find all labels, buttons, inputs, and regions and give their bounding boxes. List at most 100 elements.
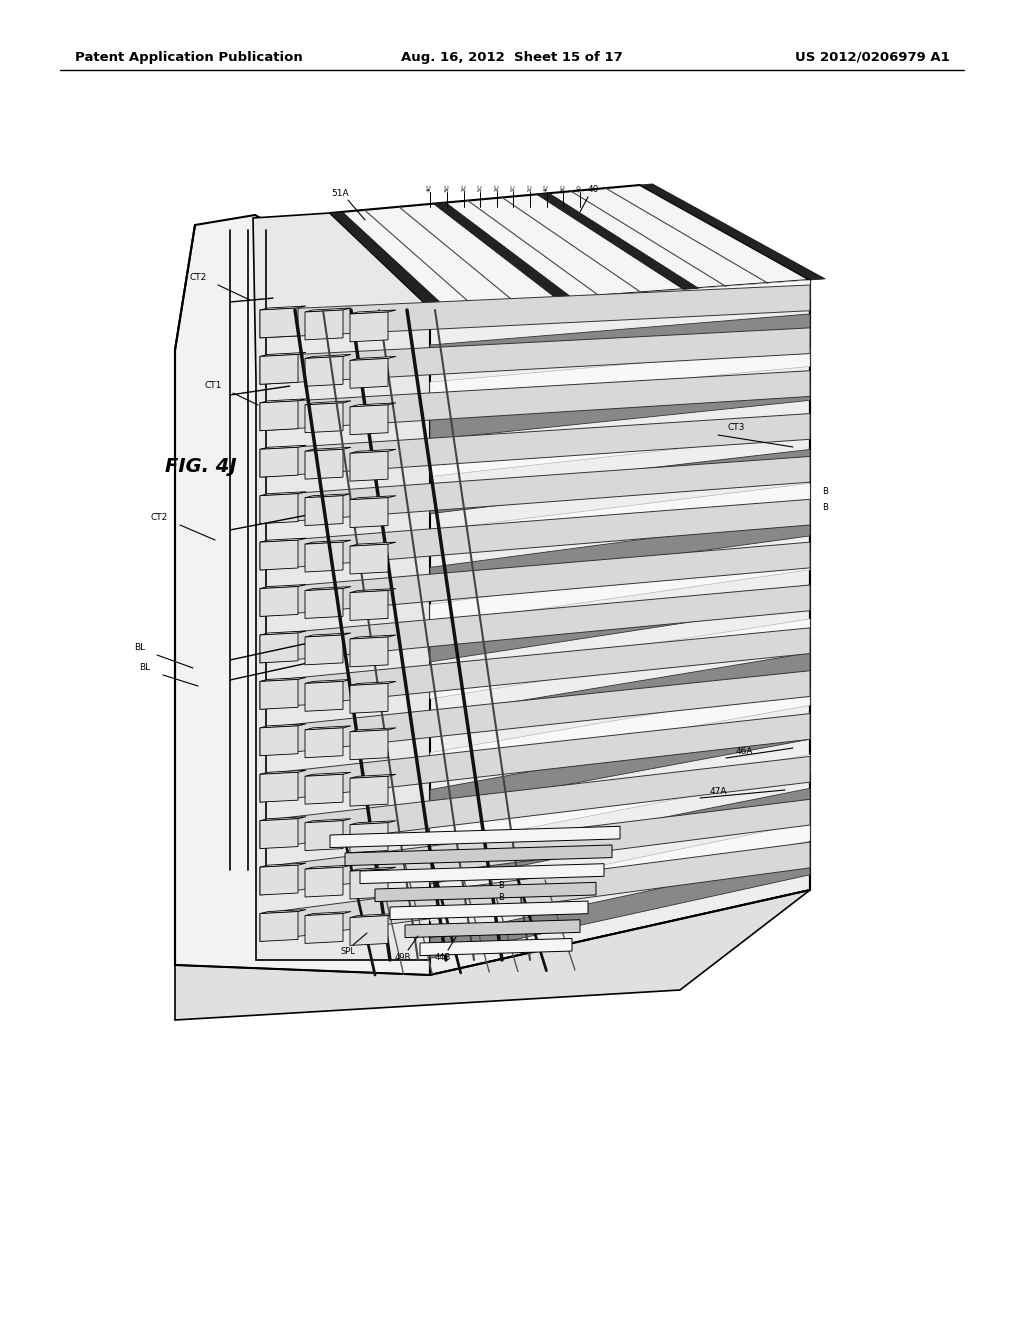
Polygon shape <box>305 543 343 572</box>
Polygon shape <box>305 775 343 804</box>
Polygon shape <box>305 912 351 916</box>
Polygon shape <box>260 723 306 727</box>
Polygon shape <box>260 327 810 384</box>
Polygon shape <box>305 726 351 730</box>
Text: SPL: SPL <box>341 948 355 957</box>
Polygon shape <box>260 756 810 849</box>
Text: BL: BL <box>134 644 145 652</box>
Polygon shape <box>430 347 810 403</box>
Polygon shape <box>260 842 810 941</box>
Polygon shape <box>260 818 298 849</box>
Polygon shape <box>305 449 343 479</box>
Polygon shape <box>406 920 580 937</box>
Text: FIG. 4J: FIG. 4J <box>165 458 237 477</box>
Polygon shape <box>260 677 306 681</box>
Polygon shape <box>260 543 810 616</box>
Polygon shape <box>305 586 351 590</box>
Polygon shape <box>253 213 430 960</box>
Polygon shape <box>430 755 810 847</box>
Polygon shape <box>305 494 351 498</box>
Polygon shape <box>260 585 810 663</box>
Polygon shape <box>175 215 430 990</box>
Polygon shape <box>305 634 351 638</box>
Polygon shape <box>305 310 343 339</box>
Polygon shape <box>260 726 298 756</box>
Polygon shape <box>360 863 604 883</box>
Text: 4C: 4C <box>544 183 550 191</box>
Polygon shape <box>260 447 298 477</box>
Polygon shape <box>305 355 351 359</box>
Polygon shape <box>350 867 396 871</box>
Polygon shape <box>305 681 343 711</box>
Text: B: B <box>822 503 827 511</box>
Polygon shape <box>430 552 810 624</box>
Text: 51A: 51A <box>331 189 349 198</box>
Polygon shape <box>640 183 825 280</box>
Text: BL: BL <box>139 664 150 672</box>
Polygon shape <box>260 499 810 570</box>
Polygon shape <box>430 585 810 661</box>
Text: 49B: 49B <box>395 953 412 961</box>
Polygon shape <box>350 775 396 779</box>
Polygon shape <box>260 772 298 803</box>
Polygon shape <box>305 403 343 433</box>
Polygon shape <box>260 585 306 589</box>
Polygon shape <box>350 681 396 685</box>
Text: 5C: 5C <box>444 183 450 191</box>
Text: Patent Application Publication: Patent Application Publication <box>75 50 303 63</box>
Polygon shape <box>305 356 343 387</box>
Polygon shape <box>350 730 388 760</box>
Polygon shape <box>260 771 306 775</box>
Text: B: B <box>498 892 504 902</box>
Polygon shape <box>350 310 396 314</box>
Polygon shape <box>260 371 810 430</box>
Polygon shape <box>430 280 810 975</box>
Polygon shape <box>305 447 351 451</box>
Polygon shape <box>350 356 396 360</box>
Polygon shape <box>350 543 396 546</box>
Text: 47A: 47A <box>710 787 727 796</box>
Polygon shape <box>350 498 388 528</box>
Polygon shape <box>260 909 306 913</box>
Polygon shape <box>350 684 388 713</box>
Polygon shape <box>305 635 343 665</box>
Polygon shape <box>260 540 298 570</box>
Text: 1C: 1C <box>527 183 532 191</box>
Text: 2C: 2C <box>461 183 467 191</box>
Polygon shape <box>350 776 388 807</box>
Polygon shape <box>350 589 396 593</box>
Polygon shape <box>350 405 388 434</box>
Polygon shape <box>305 821 343 850</box>
Polygon shape <box>260 285 810 338</box>
Text: CT1: CT1 <box>205 381 222 391</box>
Text: US 2012/0206979 A1: US 2012/0206979 A1 <box>796 50 950 63</box>
Polygon shape <box>345 845 612 866</box>
Polygon shape <box>350 638 388 667</box>
Polygon shape <box>350 869 388 899</box>
Polygon shape <box>260 628 810 709</box>
Polygon shape <box>433 202 571 298</box>
Polygon shape <box>350 727 396 731</box>
Polygon shape <box>350 821 396 825</box>
Polygon shape <box>430 721 810 810</box>
Polygon shape <box>305 540 351 544</box>
Polygon shape <box>430 822 810 921</box>
Polygon shape <box>260 586 298 616</box>
Polygon shape <box>305 867 343 898</box>
Polygon shape <box>175 890 810 1020</box>
Polygon shape <box>390 902 588 920</box>
Polygon shape <box>330 826 620 847</box>
Polygon shape <box>260 445 306 449</box>
Polygon shape <box>430 517 810 587</box>
Polygon shape <box>430 449 810 513</box>
Polygon shape <box>350 635 396 639</box>
Polygon shape <box>430 686 810 774</box>
Polygon shape <box>350 451 388 482</box>
Polygon shape <box>305 308 351 312</box>
Polygon shape <box>350 544 388 574</box>
Polygon shape <box>330 213 445 308</box>
Text: Aug. 16, 2012  Sheet 15 of 17: Aug. 16, 2012 Sheet 15 of 17 <box>401 50 623 63</box>
Polygon shape <box>260 680 298 709</box>
Polygon shape <box>260 817 306 821</box>
Polygon shape <box>305 589 343 619</box>
